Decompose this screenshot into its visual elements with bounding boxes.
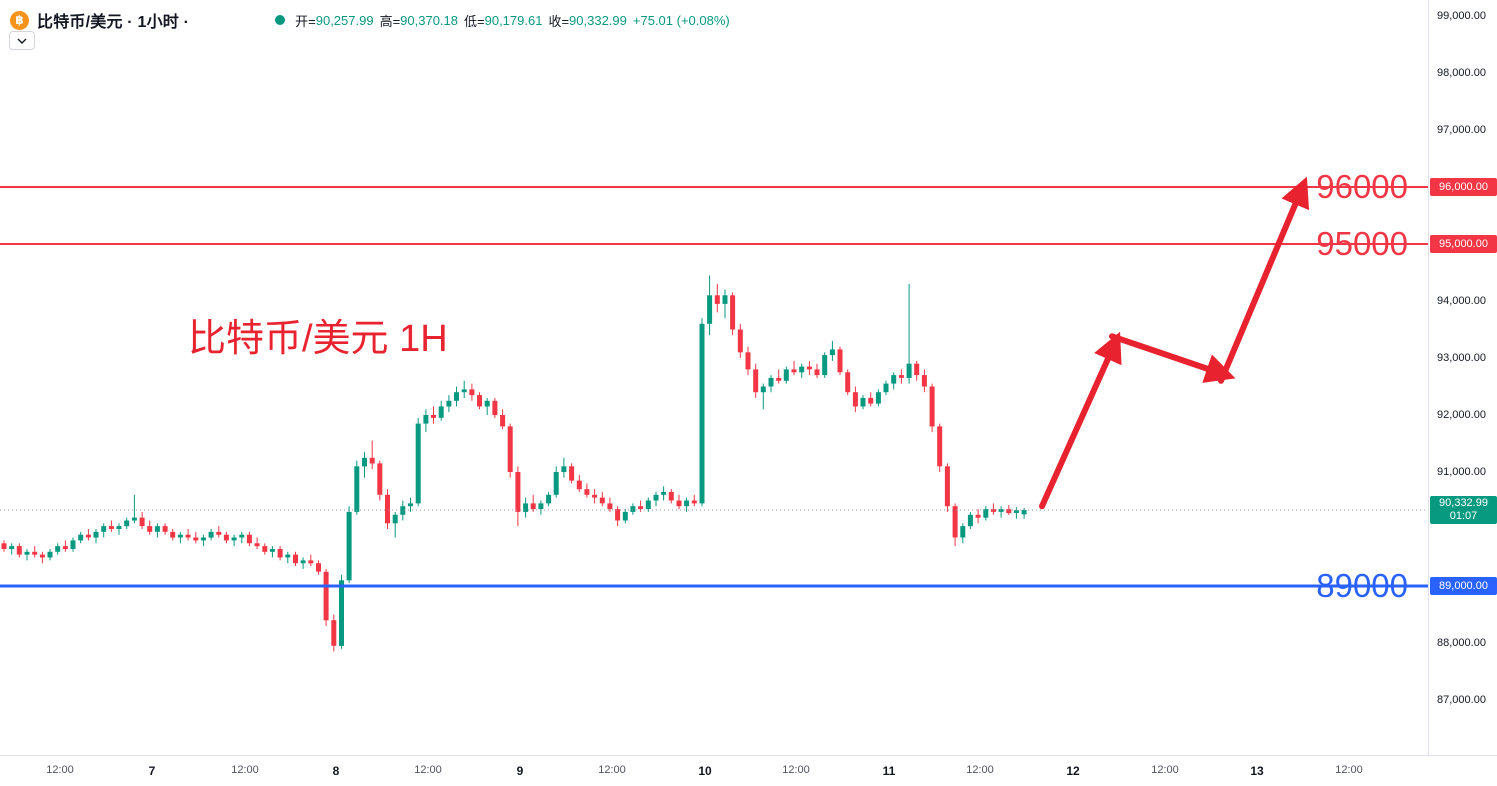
price-tick-label: 87,000.00 [1437, 694, 1486, 706]
series-status-dot [275, 15, 286, 25]
current-price-badge: 90,332.99 01:07 [1430, 496, 1497, 525]
time-tick-label: 12:00 [1151, 764, 1179, 776]
time-tick-label: 12:00 [782, 764, 810, 776]
bar-countdown: 01:07 [1449, 510, 1478, 523]
ohlc-high: 高= 90,370.18 [379, 12, 459, 29]
price-tick-label: 93,000.00 [1437, 352, 1486, 364]
time-tick-label: 10 [698, 764, 712, 778]
price-tick-label: 97,000.00 [1437, 124, 1486, 136]
time-tick-label: 12:00 [231, 764, 259, 776]
symbol-title[interactable]: 比特币/美元 · 1小时 · [37, 14, 190, 31]
level-price-badge: 96,000.00 [1430, 178, 1497, 196]
time-tick-label: 8 [332, 764, 340, 778]
time-tick-label: 11 [882, 764, 896, 778]
level-price-label[interactable]: 96000 [1316, 168, 1408, 205]
price-tick-label: 98,000.00 [1437, 67, 1486, 79]
price-tick-label: 91,000.00 [1437, 466, 1486, 478]
price-change: +75.01 (+0.08%) [632, 12, 730, 28]
time-tick-label: 9 [516, 764, 524, 778]
ohlc-low: 低= 90,179.61 [464, 12, 543, 29]
current-price-value: 90,332.99 [1439, 497, 1488, 510]
time-tick-label: 12:00 [414, 764, 442, 776]
level-price-label[interactable]: 95000 [1316, 225, 1408, 262]
chart-pane[interactable]: 比特币/美元 1H 96000 95000 89000 [0, 0, 1428, 755]
time-tick-label: 12:00 [1335, 764, 1363, 776]
price-axis[interactable]: 99,000.00 98,000.00 97,000.00 94,000.00 93,0… [1428, 0, 1497, 755]
level-price-badge: 89,000.00 [1430, 577, 1497, 595]
level-price-badge: 95,000.00 [1430, 235, 1497, 253]
ohlc-close: 收= 90,332.99 [548, 12, 627, 29]
price-tick-label: 88,000.00 [1437, 637, 1486, 649]
level-price-label[interactable]: 89000 [1316, 567, 1408, 604]
chevron-down-icon [17, 38, 27, 44]
price-tick-label: 94,000.00 [1437, 295, 1486, 307]
time-tick-label: 12 [1066, 764, 1080, 778]
candlestick-chart[interactable] [0, 0, 1428, 755]
time-tick-label: 12:00 [598, 764, 626, 776]
price-tick-label: 92,000.00 [1437, 409, 1486, 421]
chart-legend: ฿ 比特币/美元 · 1小时 · 开= 90,257.99 高= 90,370.… [10, 8, 730, 32]
ohlc-legend-row: 开= 90,257.99 高= 90,370.18 低= 90,179.61 收… [275, 11, 730, 30]
time-tick-label: 7 [148, 764, 156, 778]
time-tick-label: 12:00 [46, 764, 74, 776]
bitcoin-icon: ฿ [10, 10, 29, 30]
price-tick-label: 99,000.00 [1437, 10, 1486, 22]
ohlc-open: 开= 90,257.99 [295, 12, 374, 29]
chart-text-annotation[interactable]: 比特币/美元 1H [188, 318, 448, 360]
legend-collapse-button[interactable] [9, 31, 35, 50]
time-tick-label: 12:00 [966, 764, 994, 776]
time-tick-label: 13 [1250, 764, 1264, 778]
time-axis[interactable]: 12:00 7 12:00 8 12:00 9 12:00 10 12:00 11 12:00 12 1… [0, 755, 1497, 786]
